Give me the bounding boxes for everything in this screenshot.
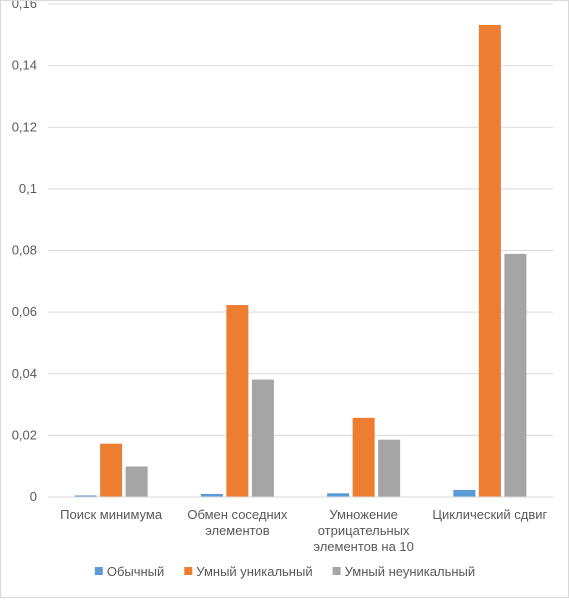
x-category-label: Циклический сдвиг bbox=[432, 507, 547, 522]
legend-label: Умный неуникальный bbox=[345, 564, 476, 579]
bar-3-4 bbox=[504, 253, 527, 497]
y-tick-label: 0,08 bbox=[12, 243, 37, 258]
gridlines bbox=[48, 3, 553, 436]
legend-swatch bbox=[332, 567, 341, 575]
legend-label: Умный уникальный bbox=[196, 564, 312, 579]
y-tick-label: 0,12 bbox=[12, 119, 37, 134]
legend: Обычный Умный уникальный Умный неуникальны… bbox=[94, 564, 476, 579]
bar-1-1 bbox=[74, 495, 97, 497]
x-category-label: Поиск минимума bbox=[60, 507, 163, 522]
x-category-label: Умножение отрицательных элементов на 10 bbox=[313, 507, 414, 554]
y-tick-label: 0,16 bbox=[12, 1, 37, 11]
legend-swatch bbox=[184, 567, 193, 575]
bar-1-3 bbox=[327, 493, 350, 497]
bar-3-2 bbox=[251, 379, 274, 497]
bar-1-4 bbox=[453, 489, 476, 497]
bar-2-4 bbox=[478, 24, 501, 497]
y-tick-label: 0,02 bbox=[12, 427, 37, 442]
x-category-label: Обмен соседних элементов bbox=[187, 507, 288, 538]
x-axis-category-labels: Поиск минимума Обмен соседних элементов Умн… bbox=[60, 507, 547, 554]
bar-3-3 bbox=[378, 439, 401, 497]
y-tick-label: 0 bbox=[30, 489, 37, 504]
y-axis-tick-labels: 0 0,02 0,04 0,06 0,08 0,1 0,12 0,14 0,16 bbox=[12, 0, 37, 504]
bars bbox=[74, 24, 527, 497]
y-tick-label: 0,06 bbox=[12, 304, 37, 319]
y-tick-label: 0,14 bbox=[12, 58, 37, 73]
legend-item-2: Умный уникальный bbox=[184, 564, 313, 579]
y-tick-label: 0,1 bbox=[19, 181, 37, 196]
legend-swatch bbox=[94, 567, 103, 575]
legend-item-3: Умный неуникальный bbox=[332, 564, 476, 579]
bar-2-2 bbox=[226, 305, 249, 497]
legend-item-1: Обычный bbox=[94, 564, 164, 579]
bar-3-1 bbox=[125, 466, 148, 497]
bar-2-3 bbox=[352, 417, 375, 497]
bar-1-2 bbox=[200, 493, 223, 497]
bar-2-1 bbox=[100, 443, 123, 497]
legend-label: Обычный bbox=[107, 564, 164, 579]
y-tick-label: 0,04 bbox=[12, 366, 37, 381]
